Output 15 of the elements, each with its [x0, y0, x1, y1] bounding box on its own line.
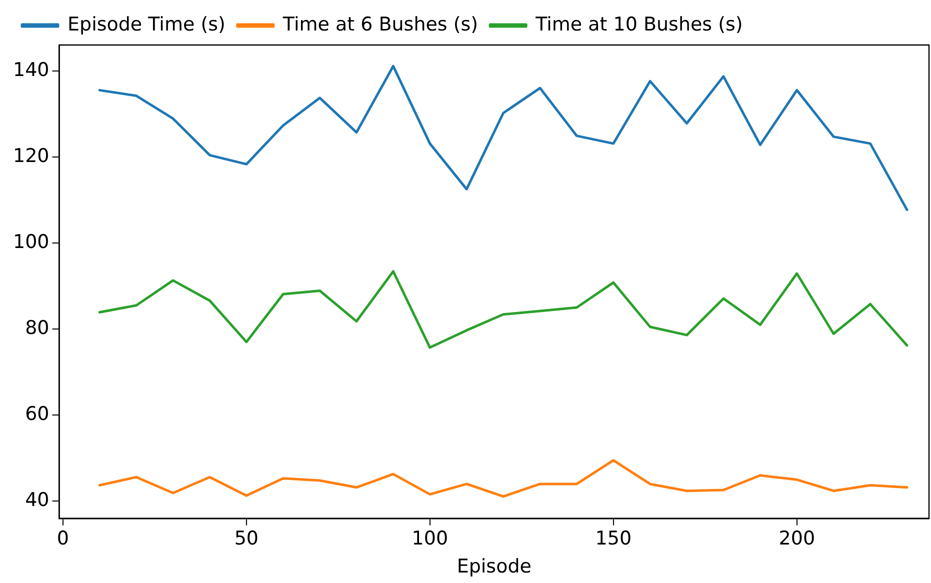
x-tick-label: 200 — [778, 528, 816, 550]
y-tick-label: 120 — [13, 144, 50, 167]
y-tick-label: 100 — [13, 230, 50, 253]
y-tick-label: 60 — [25, 403, 50, 426]
x-tick-label: 50 — [234, 528, 259, 550]
legend-label: Time at 6 Bushes (s) — [282, 13, 478, 36]
y-tick-label: 80 — [25, 316, 50, 339]
x-axis-title: Episode — [456, 556, 532, 578]
x-tick-label: 0 — [56, 528, 69, 550]
x-tick-label: 150 — [595, 528, 632, 550]
x-tick-label: 100 — [412, 528, 448, 550]
legend-label: Episode Time (s) — [68, 13, 226, 36]
y-tick-label: 140 — [13, 58, 50, 81]
legend-label: Time at 10 Bushes (s) — [534, 13, 743, 36]
y-tick-label: 40 — [25, 489, 50, 512]
